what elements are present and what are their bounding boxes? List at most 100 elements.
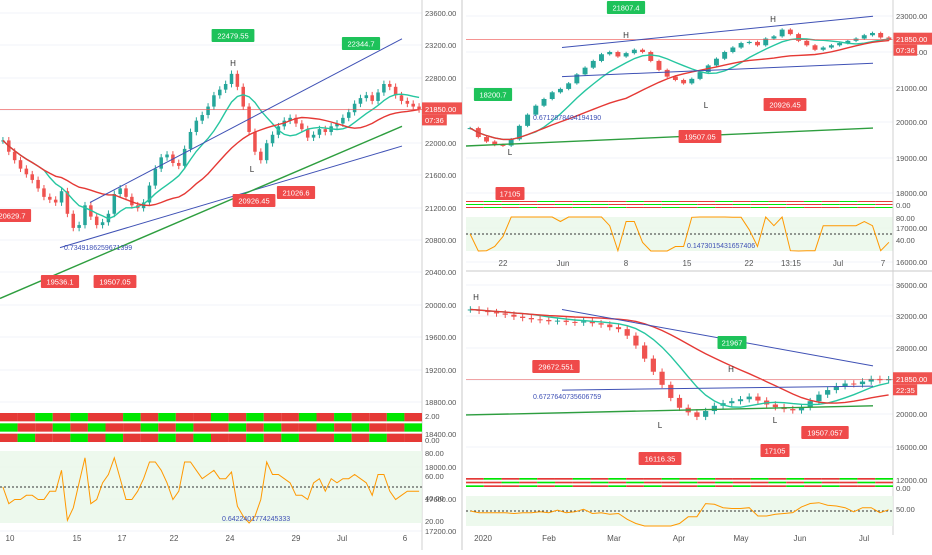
time-tick-label: 15 [683,259,692,268]
low-label-box [495,187,525,200]
indicator-bar [519,201,538,202]
countdown-box [893,44,918,56]
rsi-tick-label: 40.00 [896,236,915,245]
price-tick-label: 20000.00 [425,301,456,310]
indicator-bar [839,201,858,202]
candle-body [36,179,40,189]
high-label-box [341,37,381,50]
indicator-bar [140,413,159,422]
candle-body [697,72,703,79]
indicator-bar [750,204,769,205]
indicator-bar [768,485,787,487]
indicator-bar [839,485,858,487]
price-tick-label: 12000.00 [896,476,927,485]
indicator-bar [608,201,627,202]
candle-body [557,88,563,93]
candle-body [177,163,181,166]
indicator-bar [804,204,822,205]
indicator-bar [643,204,662,205]
indicator-bar [732,204,751,205]
indicator-bar [386,413,405,422]
price-tick-label: 19600.00 [425,333,456,342]
candle-body [804,40,810,46]
indicator-bar [316,423,335,432]
indicator-bar [697,207,716,208]
candle-body [288,117,292,121]
low-label-box [40,275,80,288]
candle-body [311,134,316,138]
time-tick-label: Jul [833,259,843,268]
current-price-box [893,372,932,385]
indicator-bar [715,207,733,208]
indicator-bar [786,481,805,484]
indicator-bar [875,201,893,202]
indicator-bar [590,481,609,484]
indicator-bar [732,207,751,208]
time-tick-label: 22 [499,259,508,268]
indicator-bar [466,478,484,480]
candle-body [624,329,630,336]
rsi-tick-label: 60.00 [425,472,444,481]
pivot-letter: H [623,31,629,40]
indicator-bar [821,207,840,208]
indicator-bar [105,423,124,432]
indicator-bar [626,207,644,208]
candle-body [235,73,240,87]
candle-body [845,40,851,44]
candle-body [493,312,500,314]
price-tick-label: 18800.00 [425,398,456,407]
candle-body [541,99,547,106]
indicator-bar [768,478,787,480]
candle-body [520,316,526,318]
candle-body [206,106,210,116]
indicator-bar [404,433,422,442]
indicator-bar [87,423,106,432]
channel-line-lower [561,62,874,78]
price-tick-label: 18000.00 [425,463,456,472]
candle-body [878,32,884,38]
candle-body [229,73,234,84]
indicator-bar [404,423,422,432]
indicator-bar [839,481,858,484]
candle-body [607,52,613,55]
indicator-bar [857,201,876,202]
fib-label: 0.1473015431657406 [687,243,755,250]
candle-body [12,151,17,161]
candle-body [672,76,678,80]
candle-body [194,120,199,132]
indicator-bar [351,433,370,442]
price-tick-label: 32000.00 [896,312,927,321]
indicator-bar [35,423,53,432]
current-price-label: 21850.00 [425,105,456,114]
indicator-bar [643,478,662,480]
candle-body [563,320,569,322]
candle-body [259,151,263,161]
low-label: 17105 [500,190,521,199]
indicator-bar [626,481,644,484]
candle-body [516,125,522,140]
indicator-bar [263,433,282,442]
candle-body [264,143,269,161]
indicator-bar [750,485,769,487]
indicator-bar [857,481,876,484]
indicator-bar [351,423,370,432]
candle-body [664,69,670,77]
candle-body [816,394,822,402]
time-tick-label: Apr [673,534,686,543]
moving-average-fast [2,93,420,220]
indicator-bar [608,481,627,484]
pivot-letter: L [773,416,778,425]
candle-body [53,199,58,203]
candle-body [341,117,345,124]
indicator-bar [211,423,229,432]
indicator-bar [537,204,555,205]
indicator-bar [697,201,716,202]
candle-body [771,36,777,39]
fib-label: 0.6422401774245333 [222,516,290,523]
low-label: 19536.1 [46,278,73,287]
indicator-bar [643,485,662,487]
candle-body [640,49,646,52]
indicator-bar [732,201,751,202]
indicator-bar [857,478,876,480]
candle-body [681,79,687,84]
